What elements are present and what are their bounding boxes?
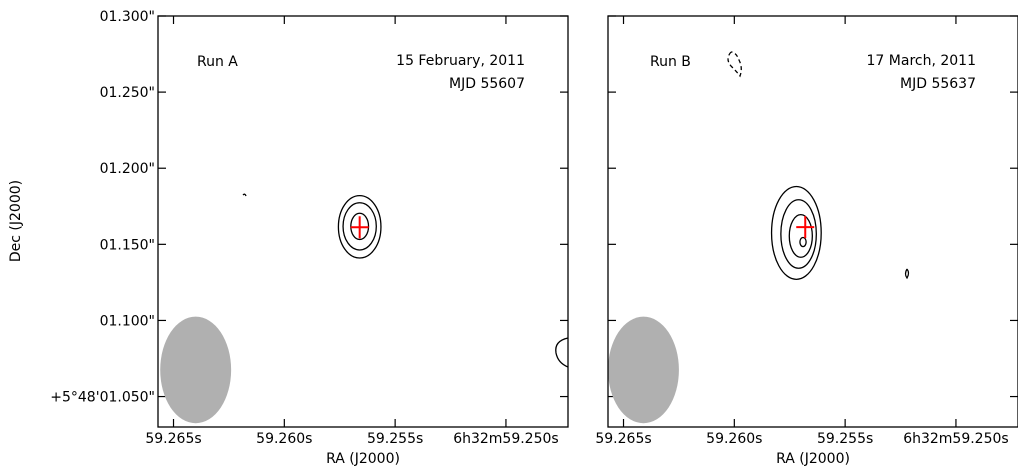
y-tick-label: 01.300" bbox=[100, 9, 155, 25]
x-tick-label: 59.255s bbox=[817, 431, 873, 447]
panel-a-run-label: Run A bbox=[197, 54, 238, 70]
panel-a-date: 15 February, 2011 bbox=[396, 53, 525, 69]
x-tick-label: 6h32m59.250s bbox=[453, 431, 559, 447]
panel-a-ticks bbox=[158, 15, 568, 427]
y-tick-label: 01.250" bbox=[100, 85, 155, 101]
panel-a-edge-contour bbox=[555, 337, 569, 368]
beam-ellipse bbox=[160, 316, 232, 424]
contour-level bbox=[342, 202, 377, 251]
panel-a-beam bbox=[160, 316, 232, 424]
panel-b-run-label: Run B bbox=[650, 54, 691, 70]
panel-b-small-contour bbox=[904, 268, 910, 280]
panel-a-y-tick-labels: +5°48'01.050" 01.100" 01.150" 01.200" 01.250… bbox=[50, 9, 155, 406]
contour-level bbox=[337, 194, 382, 259]
panel-a-x-axis-label: RA (J2000) bbox=[326, 451, 400, 467]
panel-run-b: Run B 17 March, 2011 MJD 55637 59.265s 59… bbox=[595, 15, 1018, 467]
panel-a-mjd: MJD 55607 bbox=[449, 76, 525, 92]
panel-b-frame bbox=[607, 15, 1018, 428]
contour-level bbox=[788, 213, 813, 258]
x-tick-label: 59.255s bbox=[367, 431, 423, 447]
y-tick-label: +5°48'01.050" bbox=[50, 390, 155, 406]
contour-level bbox=[799, 236, 807, 248]
panel-b-contours bbox=[770, 185, 822, 280]
contour-level bbox=[780, 199, 817, 269]
x-tick-label: 59.260s bbox=[256, 431, 312, 447]
panel-b-source-marker bbox=[796, 216, 815, 239]
y-tick-label: 01.150" bbox=[100, 237, 155, 253]
panel-a-noise-contour bbox=[242, 193, 247, 197]
panel-b-x-axis-label: RA (J2000) bbox=[776, 451, 850, 467]
beam-ellipse bbox=[608, 316, 679, 424]
panel-b-dashed-contour bbox=[727, 51, 742, 78]
y-tick-label: 01.200" bbox=[100, 161, 155, 177]
panel-a-frame bbox=[157, 15, 569, 428]
panel-b-mjd: MJD 55637 bbox=[900, 76, 976, 92]
panel-b-date: 17 March, 2011 bbox=[867, 53, 976, 69]
x-tick-label: 59.260s bbox=[706, 431, 762, 447]
panel-b-x-tick-labels: 59.265s 59.260s 59.255s 6h32m59.250s bbox=[595, 431, 1008, 447]
panel-a-x-tick-labels: 59.265s 59.260s 59.255s 6h32m59.250s bbox=[145, 431, 558, 447]
x-tick-label: 59.265s bbox=[145, 431, 201, 447]
y-tick-label: 01.100" bbox=[100, 313, 155, 329]
panel-run-a: Run A 15 February, 2011 MJD 55607 59.265… bbox=[8, 9, 569, 467]
contour-level bbox=[770, 185, 822, 280]
panel-a-source-marker bbox=[350, 216, 369, 239]
y-axis-label: Dec (J2000) bbox=[8, 180, 24, 262]
x-tick-label: 6h32m59.250s bbox=[903, 431, 1009, 447]
x-tick-label: 59.265s bbox=[595, 431, 651, 447]
panel-b-beam bbox=[608, 316, 679, 424]
